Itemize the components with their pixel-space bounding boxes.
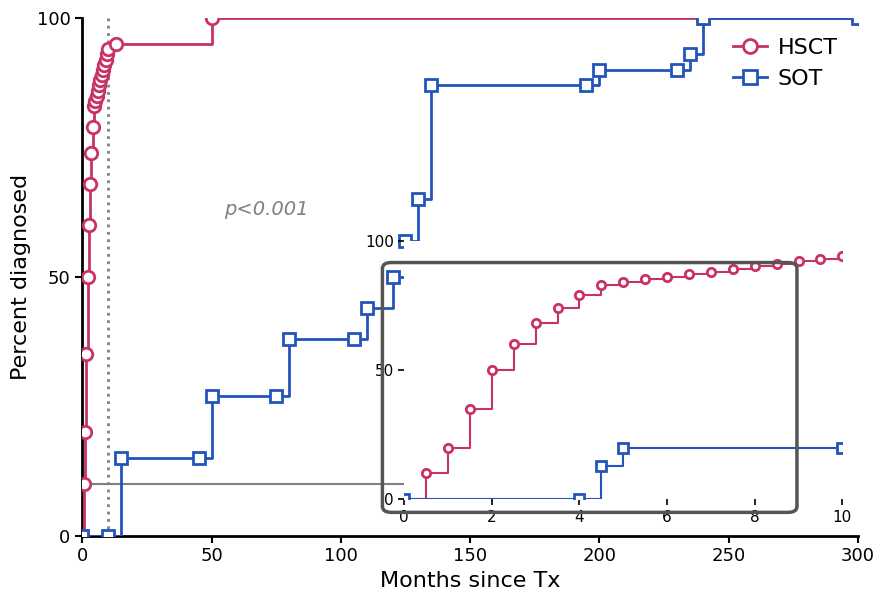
Y-axis label: Percent diagnosed: Percent diagnosed (12, 174, 31, 380)
Legend: HSCT, SOT: HSCT, SOT (725, 29, 847, 98)
X-axis label: Months since Tx: Months since Tx (380, 571, 560, 591)
Text: p<0.001: p<0.001 (224, 200, 309, 219)
